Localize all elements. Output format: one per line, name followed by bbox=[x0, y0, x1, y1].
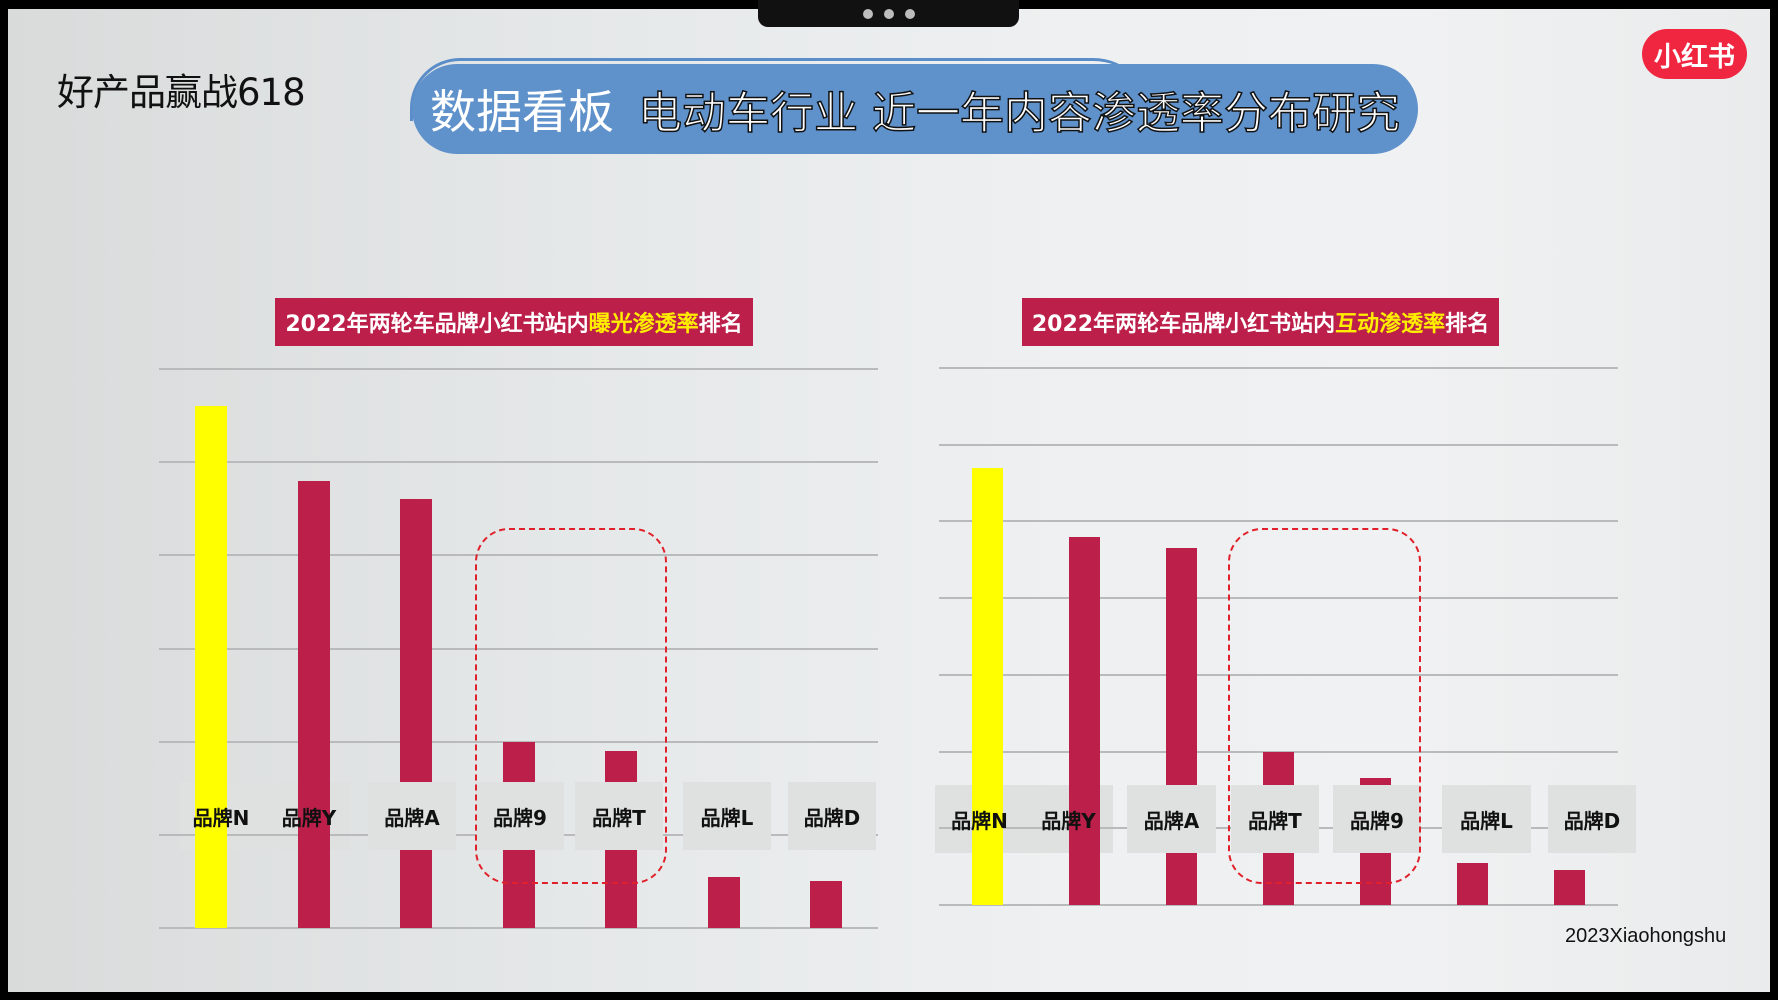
dot-icon bbox=[862, 8, 873, 19]
bar-品牌D bbox=[810, 881, 842, 928]
bar-品牌L bbox=[708, 876, 740, 928]
chart-title-highlight: 互动渗透率 bbox=[1335, 312, 1446, 337]
xiaohongshu-logo: 小红书 bbox=[1642, 29, 1747, 79]
gridline bbox=[939, 520, 1618, 523]
category-label: 品牌Y bbox=[1041, 808, 1096, 833]
category-label: 品牌L bbox=[683, 782, 771, 850]
dot-icon bbox=[883, 8, 894, 19]
gridline bbox=[159, 647, 878, 650]
category-label: 品牌9 bbox=[476, 782, 564, 850]
banner-title: 电动车行业 近一年内容渗透率分布研究 bbox=[637, 87, 1401, 140]
footer-copyright: 2023Xiaohongshu bbox=[1565, 925, 1727, 947]
category-label: 品牌L bbox=[1442, 785, 1531, 853]
bar-品牌D bbox=[1554, 870, 1585, 905]
chart-title-text: 排名 bbox=[698, 312, 743, 337]
title-banner: 数据看板 电动车行业 近一年内容渗透率分布研究 bbox=[412, 64, 1418, 154]
gridline bbox=[939, 443, 1618, 446]
gridline bbox=[159, 368, 878, 370]
dot-icon bbox=[904, 8, 915, 19]
chart-title-text: 2022年两轮车品牌小红书站内 bbox=[285, 312, 589, 337]
highlight-dashed-box bbox=[475, 528, 667, 884]
category-label: 品牌A bbox=[1127, 785, 1216, 853]
gridline bbox=[159, 554, 878, 557]
chart-title-text: 排名 bbox=[1445, 312, 1490, 337]
chart-title-exposure: 2022年两轮车品牌小红书站内 曝光渗透率 排名 bbox=[275, 298, 753, 346]
gridline bbox=[939, 367, 1618, 369]
gridline bbox=[159, 461, 878, 464]
category-label: 品牌D bbox=[1548, 785, 1636, 853]
gridline bbox=[159, 927, 878, 929]
bar-品牌Y bbox=[1069, 536, 1100, 905]
category-label: 品牌Y bbox=[281, 805, 337, 830]
category-label: 品牌N bbox=[951, 808, 1008, 833]
bar-品牌N bbox=[195, 406, 227, 928]
category-label: 品牌N bbox=[192, 805, 250, 830]
category-label: 品牌D bbox=[788, 782, 876, 850]
chart-title-highlight: 曝光渗透率 bbox=[588, 312, 699, 337]
category-label: 品牌T bbox=[575, 782, 663, 850]
bar-品牌N bbox=[972, 467, 1003, 905]
category-label: 品牌A bbox=[368, 782, 456, 850]
chart-title-text: 2022年两轮车品牌小红书站内 bbox=[1031, 312, 1336, 337]
bar-品牌Y bbox=[298, 480, 330, 928]
gridline bbox=[939, 597, 1618, 600]
gridline bbox=[939, 904, 1618, 906]
banner-prefix: 数据看板 bbox=[430, 85, 614, 139]
category-label: 品牌9 bbox=[1333, 785, 1421, 853]
gridline bbox=[939, 673, 1618, 676]
highlight-dashed-box bbox=[1228, 528, 1421, 884]
bar-品牌A bbox=[400, 499, 432, 928]
window-drag-handle[interactable] bbox=[758, 0, 1019, 27]
slide-subtitle: 好产品赢战618 bbox=[57, 71, 306, 114]
chart-title-interaction: 2022年两轮车品牌小红书站内 互动渗透率 排名 bbox=[1022, 298, 1499, 346]
category-label: 品牌T bbox=[1231, 785, 1319, 853]
bar-品牌L bbox=[1457, 862, 1488, 905]
